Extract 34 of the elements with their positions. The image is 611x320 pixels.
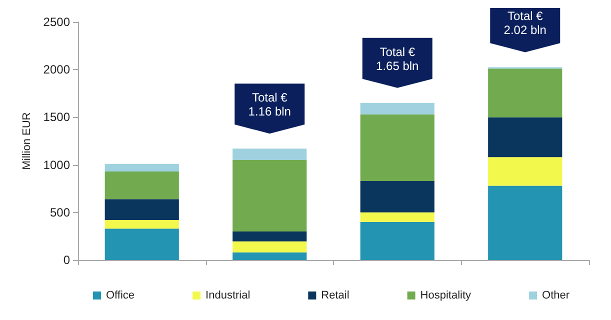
bar [360, 180, 434, 212]
legend-label: Industrial [206, 290, 250, 302]
annotation: Total €1.16 bln [248, 90, 291, 119]
bar [232, 231, 307, 242]
legend-label: Other [542, 290, 570, 302]
legend-label: Retail [321, 290, 350, 302]
bar [232, 148, 307, 160]
bar [488, 157, 562, 186]
bar [104, 164, 179, 172]
bar [360, 114, 434, 181]
y-tick-label: 2500 [43, 15, 70, 29]
bar [360, 212, 434, 222]
bar [104, 199, 179, 220]
bar [488, 186, 562, 260]
legend-label: Office [106, 290, 135, 302]
bar [104, 220, 179, 229]
bar [232, 241, 307, 252]
y-tick-label: 0 [63, 253, 70, 267]
bar [232, 160, 307, 232]
bar [488, 68, 562, 118]
bar [488, 117, 562, 158]
bar [360, 102, 434, 114]
bar [232, 252, 307, 260]
bar [360, 222, 434, 260]
legend-label: Hospitality [420, 290, 472, 302]
y-tick-label: 1500 [43, 110, 70, 124]
annotation: Total €2.02 bln [504, 9, 546, 38]
y-tick-label: 2000 [43, 62, 70, 77]
y-tick-label: 1000 [43, 158, 70, 172]
y-axis-title: Million EUR [20, 112, 33, 170]
annotation: Total €1.65 bln [376, 44, 419, 73]
bar [104, 228, 179, 260]
bar [104, 171, 179, 200]
y-tick-label: 500 [50, 205, 70, 220]
